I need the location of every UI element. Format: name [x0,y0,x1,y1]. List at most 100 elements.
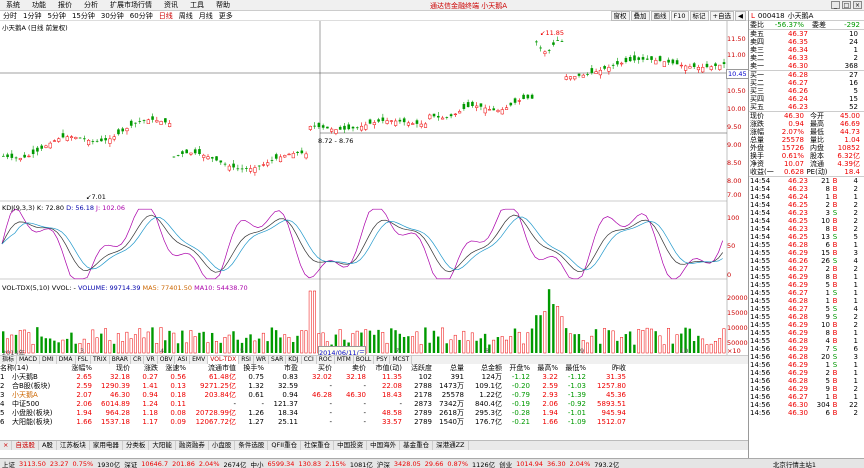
table-row[interactable]: 2 合B股(板块) 2.59 1290.39 1.41 0.13 9271.25亿 1.32 3… [0,382,748,391]
order-row[interactable]: 卖二 46.33 2 [750,54,858,62]
indicator-tab[interactable]: RSI [239,356,254,364]
kline-chart-svg[interactable] [0,21,748,355]
indicator-tab[interactable]: DMA [57,356,76,364]
order-row[interactable]: 买二 46.27 16 [750,79,858,87]
table-row[interactable]: 6 大阳能(板块) 1.66 1537.18 1.17 0.09 12067.72亿 1.27… [0,418,748,427]
collapse-icon[interactable]: ◀ [735,11,746,21]
order-row[interactable]: 卖三 46.34 1 [750,46,858,54]
col-header[interactable]: 买价 [318,364,332,372]
period-tab-5min[interactable]: 5分钟 [47,11,66,20]
bottom-tab[interactable]: 中国投资 [334,441,368,450]
draw-button[interactable]: 画线 [650,11,670,21]
col-header[interactable]: 流通市值 [208,364,236,372]
minimize-button[interactable]: _ [831,1,840,9]
indicator-tab[interactable]: BOLL [354,356,375,364]
col-header[interactable]: 涨幅% [71,364,92,372]
period-tab-60min[interactable]: 60分钟 [129,11,153,20]
bottom-tab[interactable]: 基金重仓 [400,441,434,450]
col-header[interactable]: 现价 [116,364,130,372]
indicator-tab[interactable]: BRAR [110,356,132,364]
period-tab-30min[interactable]: 30分钟 [100,11,124,20]
col-header[interactable]: 最高% [537,364,558,372]
bottom-tab[interactable]: 大阳能 [149,441,176,450]
menu-item-ext-market[interactable]: 扩展市场行情 [110,1,152,9]
mark-button[interactable]: 标记 [689,11,709,21]
bottom-tab[interactable]: 分类板 [123,441,150,450]
menu-item-system[interactable]: 系统 [6,1,20,9]
indicator-tab[interactable]: MTM [335,356,354,364]
menu-item-analysis[interactable]: 分析 [84,1,98,9]
col-header[interactable]: 开盘% [509,364,530,372]
bottom-prefix[interactable]: × [0,441,13,450]
col-header[interactable]: 最低% [565,364,586,372]
bottom-tab[interactable]: 融资融券 [176,441,209,450]
indicator-tab[interactable]: ROC [317,356,335,364]
overlay-button[interactable]: 叠加 [630,11,650,21]
indicator-tab[interactable]: VOL-TDX [208,356,240,364]
col-header[interactable]: 卖价 [352,364,366,372]
order-row[interactable]: 卖五 46.37 10 [750,30,858,38]
indicator-tab[interactable]: WR [254,356,270,364]
menu-item-function[interactable]: 功能 [32,1,46,9]
bottom-tab[interactable]: A股 [39,441,57,450]
period-tab-daily[interactable]: 日线 [158,11,173,20]
bottom-tab[interactable]: 社保重仓 [301,441,335,450]
col-header[interactable]: 换手% [243,364,264,372]
order-row[interactable]: 卖一 46.30 368 [750,62,858,70]
menu-item-info[interactable]: 资讯 [164,1,178,9]
table-row[interactable]: 1 小天鹅B 2.65 32.18 0.27 0.56 61.48亿 0.75 0.83 32.0… [0,373,748,382]
bottom-prefix[interactable]: 自选股 [12,441,39,450]
indicator-tab[interactable]: 指标 [0,356,18,364]
order-row[interactable]: 买四 46.24 15 [750,95,858,103]
order-row[interactable]: 卖四 46.35 24 [750,38,858,46]
add-favorite-button[interactable]: +自选 [709,11,734,21]
col-header[interactable]: 总金额 [481,364,502,372]
close-button[interactable]: × [853,1,862,9]
col-header[interactable]: 总量 [450,364,464,372]
period-tab-timeshare[interactable]: 分时 [3,11,17,20]
indicator-tab[interactable]: EMV [190,356,209,364]
indicator-tab[interactable]: FSL [76,356,91,364]
f10-button[interactable]: F10 [670,11,689,21]
indicator-tab[interactable]: OBV [158,356,176,364]
period-tab-monthly[interactable]: 月线 [198,11,213,20]
bottom-tab[interactable]: QFII重仓 [268,441,302,450]
col-header[interactable]: 活跃度 [411,364,432,372]
bottom-tab[interactable]: 条件选股 [235,441,269,450]
bottom-tab[interactable]: 家用电器 [90,441,123,450]
period-tab-weekly[interactable]: 周线 [178,11,193,20]
menu-item-quote[interactable]: 报价 [58,1,72,9]
table-row[interactable]: 3 小天鹅A 2.07 46.30 0.94 0.18 203.84亿 0.61 0.94 46.… [0,391,748,400]
order-row[interactable]: 买一 46.28 27 [750,71,858,79]
bottom-tab[interactable]: 江苏板块 [57,441,90,450]
bottom-tab[interactable]: 深港通ZZ [433,441,469,450]
indicator-tab[interactable]: MACD [17,356,41,364]
indicator-tab[interactable]: SAR [269,356,287,364]
indicator-tab[interactable]: PSY [374,356,391,364]
indicator-tab[interactable]: CR [131,356,145,364]
period-tab-more[interactable]: 更多 [218,11,233,20]
col-header[interactable]: 市值(动) [375,364,402,372]
chart-area[interactable]: 小天鹅A (日线 前复权) ↙11.85 ↙7.01 8.72 - 8.76 1… [0,21,752,406]
bottom-tab[interactable]: 中国海外 [367,441,401,450]
col-header[interactable]: 涨跌 [144,364,158,372]
table-row[interactable]: 5 小盘股(板块) 1.94 964.28 1.18 0.08 20728.99亿 1.26 1… [0,409,748,418]
period-tab-15min[interactable]: 15分钟 [71,11,95,20]
col-header[interactable]: 涨速% [165,364,186,372]
indicator-tab[interactable]: CCI [302,356,317,364]
period-tab-1min[interactable]: 1分钟 [23,11,42,20]
indicator-tab[interactable]: DMI [40,356,57,364]
col-header[interactable]: 昨收 [612,364,626,372]
indicator-tab[interactable]: TRIX [91,356,110,364]
server-label[interactable]: 北京行情主站1 [772,460,816,468]
order-row[interactable]: 买三 46.26 5 [750,87,858,95]
maximize-button[interactable]: □ [842,1,851,9]
bottom-tab[interactable]: 小盘股 [209,441,236,450]
order-row[interactable]: 买五 46.23 52 [750,103,858,111]
menu-item-help[interactable]: 帮助 [216,1,230,9]
indicator-tab[interactable]: ASI [175,356,191,364]
indicator-tab[interactable]: MCST [390,356,413,364]
col-header[interactable]: 名称(14) [0,364,29,372]
table-row[interactable]: 4 中证500 2.06 6014.89 1.24 0.11 - - 121.37 - - - 2873… [0,400,748,409]
indicator-tab[interactable]: KDJ [286,356,302,364]
